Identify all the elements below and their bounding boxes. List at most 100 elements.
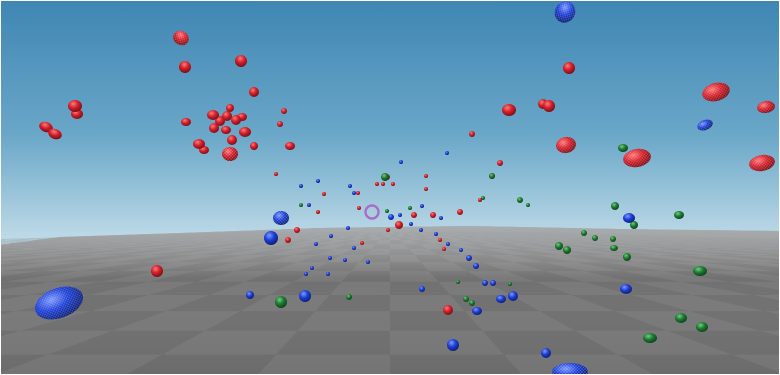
blue-sphere	[352, 246, 356, 250]
blue-sphere	[541, 348, 551, 358]
blue-sphere	[310, 266, 314, 270]
green-sphere	[563, 246, 571, 254]
green-sphere	[581, 230, 587, 236]
green-sphere	[675, 313, 687, 323]
blue-sphere	[447, 339, 459, 351]
green-sphere	[526, 203, 530, 207]
green-sphere	[489, 173, 495, 179]
blue-sphere	[420, 204, 424, 208]
red-sphere	[294, 227, 300, 233]
blue-sphere	[482, 280, 488, 286]
red-sphere	[497, 160, 503, 166]
blue-sphere	[329, 234, 333, 238]
blue-sphere	[496, 295, 506, 303]
red-sphere	[281, 108, 287, 114]
green-sphere	[610, 236, 616, 242]
ground-tile	[0, 240, 8, 241]
red-sphere	[563, 62, 575, 74]
blue-sphere	[343, 258, 347, 262]
ground-tile	[0, 240, 73, 243]
red-sphere	[356, 191, 360, 195]
red-sphere	[231, 115, 241, 125]
blue-sphere	[264, 231, 278, 245]
red-sphere	[285, 142, 295, 150]
red-sphere	[39, 121, 53, 133]
ground-plane	[0, 226, 780, 375]
red-sphere	[360, 241, 364, 245]
red-sphere	[274, 172, 278, 176]
crosshair-reticle	[364, 204, 380, 220]
sphere-mesh-overlay	[554, 1, 576, 23]
sphere-mesh-overlay	[556, 136, 576, 154]
blue-sphere	[348, 184, 352, 188]
blue-sphere	[352, 191, 356, 195]
sphere-mesh-overlay	[697, 119, 713, 131]
red-sphere	[179, 61, 191, 73]
blue-sphere	[508, 291, 518, 301]
blue-sphere	[439, 216, 443, 220]
green-sphere	[618, 144, 628, 152]
red-sphere	[227, 135, 237, 145]
red-sphere	[469, 131, 475, 137]
blue-sphere	[388, 214, 394, 220]
blue-sphere	[299, 184, 303, 188]
red-sphere	[543, 100, 555, 112]
green-sphere	[643, 333, 657, 343]
blue-sphere	[466, 255, 472, 261]
red-sphere	[316, 210, 320, 214]
green-sphere	[696, 322, 708, 332]
blue-sphere	[346, 226, 350, 230]
sphere-mesh-overlay	[34, 286, 84, 320]
blue-sphere	[620, 284, 632, 294]
blue-sphere	[419, 228, 423, 232]
red-sphere	[357, 206, 361, 210]
blue-sphere	[326, 272, 330, 276]
sphere-mesh-overlay	[552, 363, 588, 375]
sphere-mesh-overlay	[273, 211, 289, 225]
blue-sphere	[299, 290, 311, 302]
blue-sphere	[445, 151, 449, 155]
blue-sphere	[328, 256, 332, 260]
red-sphere	[48, 128, 62, 140]
red-sphere	[430, 212, 436, 218]
blue-sphere	[490, 280, 496, 286]
blue-sphere	[366, 260, 370, 264]
green-sphere	[275, 296, 287, 308]
red-sphere	[411, 212, 417, 218]
green-sphere	[469, 300, 475, 306]
green-sphere	[456, 280, 460, 284]
red-sphere	[443, 305, 453, 315]
green-sphere	[408, 206, 412, 210]
red-sphere	[215, 116, 225, 126]
red-sphere	[375, 182, 379, 186]
red-sphere	[285, 237, 291, 243]
sphere-mesh-overlay	[702, 82, 730, 102]
green-sphere	[299, 203, 303, 207]
sphere-mesh-overlay	[623, 148, 651, 168]
green-sphere	[592, 235, 598, 241]
sphere-mesh-overlay	[749, 154, 775, 172]
green-sphere	[555, 242, 563, 250]
red-sphere	[209, 123, 219, 133]
red-sphere	[181, 118, 191, 126]
red-sphere	[151, 265, 163, 277]
green-sphere	[611, 202, 619, 210]
red-sphere	[386, 228, 390, 232]
red-sphere	[222, 111, 232, 121]
blue-sphere	[304, 272, 308, 276]
red-sphere	[235, 55, 247, 67]
red-sphere	[438, 238, 442, 242]
blue-sphere	[246, 291, 254, 299]
red-sphere	[391, 182, 395, 186]
blue-sphere	[409, 222, 413, 226]
green-sphere	[623, 253, 631, 261]
red-sphere	[249, 87, 259, 97]
sky	[0, 0, 780, 245]
blue-sphere	[472, 307, 482, 315]
ground-tile	[0, 240, 29, 242]
sphere-mesh-overlay	[173, 30, 189, 46]
sphere-field	[34, 1, 775, 375]
red-sphere	[442, 247, 446, 251]
